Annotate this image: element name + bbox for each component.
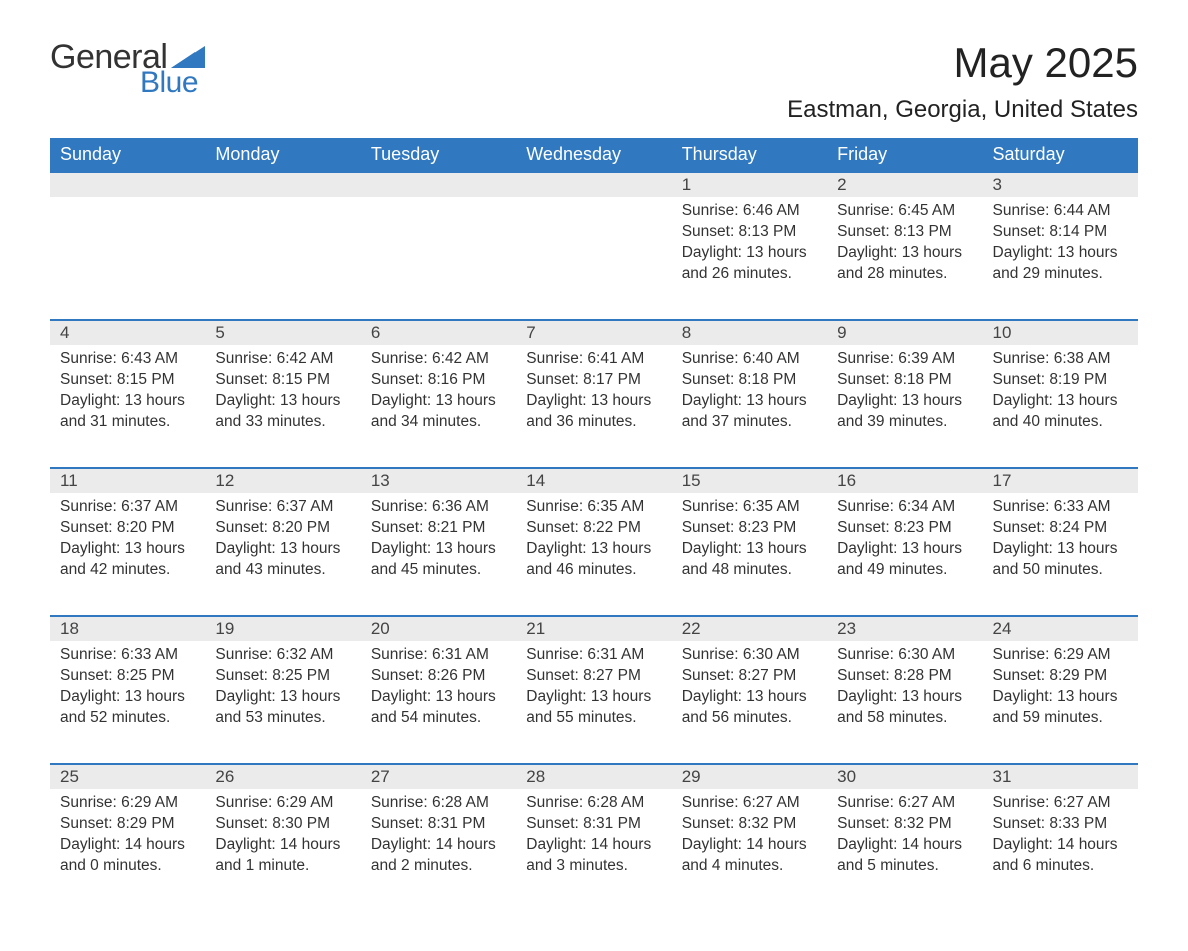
day-number: 13 [361,468,516,493]
day-number: 20 [361,616,516,641]
day-cell: Sunrise: 6:35 AM Sunset: 8:22 PM Dayligh… [516,493,671,616]
day-number: 31 [983,764,1138,789]
day-number: 19 [205,616,360,641]
day-number: 3 [983,172,1138,197]
daynum-row: 25262728293031 [50,764,1138,789]
calendar-body: 123Sunrise: 6:46 AM Sunset: 8:13 PM Dayl… [50,172,1138,911]
day-cell: Sunrise: 6:33 AM Sunset: 8:25 PM Dayligh… [50,641,205,764]
day-number: 26 [205,764,360,789]
day-number: 16 [827,468,982,493]
day-number [516,172,671,197]
day-number [205,172,360,197]
day-cell: Sunrise: 6:27 AM Sunset: 8:33 PM Dayligh… [983,789,1138,911]
weekday-header: Wednesday [516,138,671,172]
daynum-row: 123 [50,172,1138,197]
day-cell: Sunrise: 6:42 AM Sunset: 8:16 PM Dayligh… [361,345,516,468]
calendar-table: Sunday Monday Tuesday Wednesday Thursday… [50,138,1138,911]
content-row: Sunrise: 6:37 AM Sunset: 8:20 PM Dayligh… [50,493,1138,616]
month-title: May 2025 [787,40,1138,86]
weekday-header: Saturday [983,138,1138,172]
day-cell: Sunrise: 6:37 AM Sunset: 8:20 PM Dayligh… [205,493,360,616]
weekday-header: Thursday [672,138,827,172]
day-cell [50,197,205,320]
day-number: 25 [50,764,205,789]
day-cell: Sunrise: 6:31 AM Sunset: 8:26 PM Dayligh… [361,641,516,764]
day-number [50,172,205,197]
daynum-row: 18192021222324 [50,616,1138,641]
day-cell: Sunrise: 6:44 AM Sunset: 8:14 PM Dayligh… [983,197,1138,320]
day-cell: Sunrise: 6:45 AM Sunset: 8:13 PM Dayligh… [827,197,982,320]
day-cell: Sunrise: 6:37 AM Sunset: 8:20 PM Dayligh… [50,493,205,616]
day-number: 24 [983,616,1138,641]
day-number: 29 [672,764,827,789]
day-number [361,172,516,197]
day-number: 15 [672,468,827,493]
day-number: 21 [516,616,671,641]
day-cell: Sunrise: 6:30 AM Sunset: 8:28 PM Dayligh… [827,641,982,764]
day-number: 8 [672,320,827,345]
day-number: 9 [827,320,982,345]
day-number: 27 [361,764,516,789]
day-cell: Sunrise: 6:43 AM Sunset: 8:15 PM Dayligh… [50,345,205,468]
day-cell: Sunrise: 6:42 AM Sunset: 8:15 PM Dayligh… [205,345,360,468]
content-row: Sunrise: 6:43 AM Sunset: 8:15 PM Dayligh… [50,345,1138,468]
day-cell: Sunrise: 6:36 AM Sunset: 8:21 PM Dayligh… [361,493,516,616]
day-cell: Sunrise: 6:40 AM Sunset: 8:18 PM Dayligh… [672,345,827,468]
day-number: 30 [827,764,982,789]
day-cell: Sunrise: 6:29 AM Sunset: 8:30 PM Dayligh… [205,789,360,911]
location-text: Eastman, Georgia, United States [787,96,1138,124]
day-number: 6 [361,320,516,345]
logo-text-blue: Blue [140,68,205,98]
day-number: 12 [205,468,360,493]
day-number: 7 [516,320,671,345]
day-cell: Sunrise: 6:28 AM Sunset: 8:31 PM Dayligh… [516,789,671,911]
day-number: 28 [516,764,671,789]
day-number: 22 [672,616,827,641]
day-cell: Sunrise: 6:34 AM Sunset: 8:23 PM Dayligh… [827,493,982,616]
weekday-header-row: Sunday Monday Tuesday Wednesday Thursday… [50,138,1138,172]
header: General Blue May 2025 Eastman, Georgia, … [50,40,1138,124]
weekday-header: Monday [205,138,360,172]
day-number: 2 [827,172,982,197]
day-cell: Sunrise: 6:38 AM Sunset: 8:19 PM Dayligh… [983,345,1138,468]
title-block: May 2025 Eastman, Georgia, United States [787,40,1138,124]
day-cell: Sunrise: 6:33 AM Sunset: 8:24 PM Dayligh… [983,493,1138,616]
day-cell: Sunrise: 6:32 AM Sunset: 8:25 PM Dayligh… [205,641,360,764]
day-cell: Sunrise: 6:27 AM Sunset: 8:32 PM Dayligh… [827,789,982,911]
logo: General Blue [50,40,205,98]
day-number: 17 [983,468,1138,493]
day-cell: Sunrise: 6:46 AM Sunset: 8:13 PM Dayligh… [672,197,827,320]
weekday-header: Tuesday [361,138,516,172]
weekday-header: Friday [827,138,982,172]
day-cell: Sunrise: 6:29 AM Sunset: 8:29 PM Dayligh… [983,641,1138,764]
daynum-row: 11121314151617 [50,468,1138,493]
day-cell: Sunrise: 6:39 AM Sunset: 8:18 PM Dayligh… [827,345,982,468]
day-number: 14 [516,468,671,493]
content-row: Sunrise: 6:29 AM Sunset: 8:29 PM Dayligh… [50,789,1138,911]
weekday-header: Sunday [50,138,205,172]
day-cell [361,197,516,320]
day-number: 11 [50,468,205,493]
day-cell: Sunrise: 6:41 AM Sunset: 8:17 PM Dayligh… [516,345,671,468]
day-cell: Sunrise: 6:35 AM Sunset: 8:23 PM Dayligh… [672,493,827,616]
day-number: 18 [50,616,205,641]
daynum-row: 45678910 [50,320,1138,345]
day-cell [205,197,360,320]
day-number: 23 [827,616,982,641]
day-number: 5 [205,320,360,345]
content-row: Sunrise: 6:33 AM Sunset: 8:25 PM Dayligh… [50,641,1138,764]
day-cell: Sunrise: 6:31 AM Sunset: 8:27 PM Dayligh… [516,641,671,764]
day-cell: Sunrise: 6:27 AM Sunset: 8:32 PM Dayligh… [672,789,827,911]
day-number: 1 [672,172,827,197]
day-cell [516,197,671,320]
day-cell: Sunrise: 6:29 AM Sunset: 8:29 PM Dayligh… [50,789,205,911]
day-number: 10 [983,320,1138,345]
day-cell: Sunrise: 6:30 AM Sunset: 8:27 PM Dayligh… [672,641,827,764]
day-number: 4 [50,320,205,345]
day-cell: Sunrise: 6:28 AM Sunset: 8:31 PM Dayligh… [361,789,516,911]
content-row: Sunrise: 6:46 AM Sunset: 8:13 PM Dayligh… [50,197,1138,320]
